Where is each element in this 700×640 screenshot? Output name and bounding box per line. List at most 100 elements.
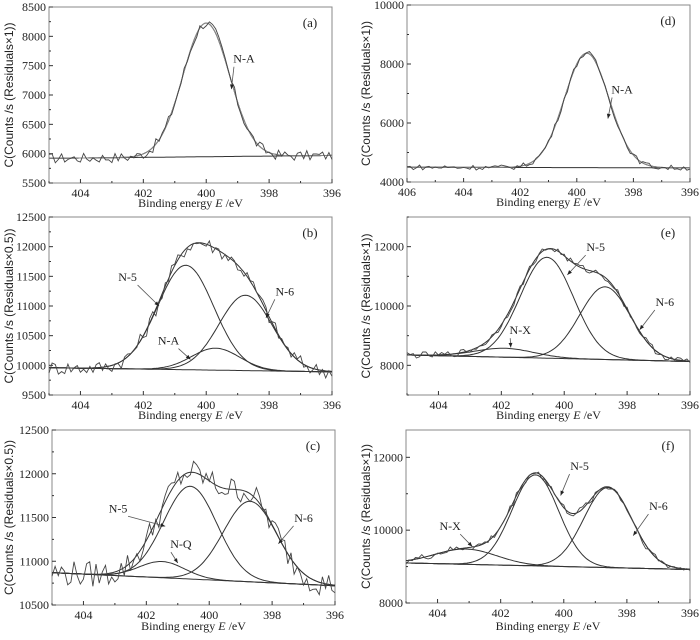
y-tick-label: 11000 bbox=[19, 554, 49, 568]
experimental-data bbox=[406, 50, 691, 171]
y-tick-label: 12500 bbox=[19, 423, 49, 437]
panel-f: 396 398 400 402 404 8000 10000 12000 Binding ene… bbox=[359, 429, 699, 633]
y-tick-label: 8000 bbox=[380, 358, 404, 372]
fit-envelope bbox=[406, 52, 690, 169]
x-axis-label: Binding energy E /eV bbox=[138, 408, 243, 422]
x-tick-label: 400 bbox=[197, 398, 215, 412]
panel-a: 396 398 400 402 404 5500 6000 6500 7000 7500 8000 8… bbox=[2, 0, 341, 210]
y-tick-label: 6000 bbox=[380, 116, 404, 130]
y-tick-label: 7500 bbox=[22, 59, 46, 73]
fit-envelope bbox=[51, 471, 336, 586]
y-tick-label: 4000 bbox=[380, 175, 404, 189]
y-axis-label: C(Counts /s (Residuals×1)) bbox=[359, 21, 373, 166]
x-tick-label: 396 bbox=[323, 398, 341, 412]
y-tick-label: 8000 bbox=[380, 57, 404, 71]
plot-frame bbox=[406, 216, 691, 396]
x-tick-label: 402 bbox=[492, 398, 510, 412]
panel-label: (d) bbox=[660, 13, 675, 28]
experimental-data bbox=[406, 248, 691, 363]
y-tick-label: 12000 bbox=[374, 240, 404, 254]
arrowhead-icon bbox=[278, 538, 283, 544]
annotation-label: N-A bbox=[158, 334, 180, 348]
fit-envelope bbox=[406, 247, 691, 362]
y-tick-label: 10000 bbox=[373, 523, 403, 537]
y-axis-label: C(Counts /s (Residuals×0.5)) bbox=[2, 228, 16, 383]
y-tick-label: 6000 bbox=[22, 147, 46, 161]
x-tick-label: 404 bbox=[429, 398, 447, 412]
annotation-label: N-6 bbox=[656, 295, 675, 309]
y-tick-label: 7000 bbox=[22, 88, 46, 102]
y-tick-label: 5500 bbox=[22, 176, 46, 190]
panel-label: (e) bbox=[661, 225, 675, 240]
arrowhead-icon bbox=[567, 270, 572, 275]
annotation-arrow bbox=[137, 284, 160, 307]
y-axis-label: C(Counts /s (Residuals×1)) bbox=[2, 22, 16, 167]
annotation-label: N-X bbox=[510, 323, 532, 337]
arrowhead-icon bbox=[606, 113, 611, 119]
x-tick-label: 402 bbox=[134, 186, 152, 200]
annotation-label: N-6 bbox=[294, 511, 313, 525]
annotation-label: N-6 bbox=[649, 499, 668, 513]
y-tick-label: 10500 bbox=[16, 329, 46, 343]
x-axis-label: Binding energy E /eV bbox=[141, 619, 246, 633]
component-n-6 bbox=[49, 294, 333, 372]
component-n-6 bbox=[406, 286, 691, 362]
x-tick-label: 404 bbox=[455, 185, 473, 199]
y-axis-label: C(Counts /s (Residuals×0.5)) bbox=[2, 440, 16, 595]
arrowhead-icon bbox=[160, 523, 166, 527]
y-tick-label: 6500 bbox=[22, 117, 46, 131]
x-tick-label: 398 bbox=[618, 606, 636, 620]
x-tick-label: 398 bbox=[260, 398, 278, 412]
y-axis-label: C(Counts /s (Residuals×1)) bbox=[359, 444, 373, 589]
annotation-label: N-5 bbox=[109, 501, 128, 515]
y-tick-label: 9500 bbox=[22, 388, 46, 402]
y-tick-label: 10000 bbox=[374, 299, 404, 313]
y-tick-label: 12000 bbox=[16, 240, 46, 254]
x-axis-label: Binding energy E /eV bbox=[496, 619, 601, 633]
x-tick-label: 404 bbox=[74, 608, 92, 622]
x-axis-label: Binding energy E /eV bbox=[138, 196, 243, 210]
x-tick-label: 396 bbox=[681, 606, 699, 620]
annotation-label: N-5 bbox=[586, 240, 605, 254]
y-tick-label: 10500 bbox=[19, 598, 49, 612]
annotation-label: N-5 bbox=[118, 270, 137, 284]
y-tick-label: 10000 bbox=[374, 0, 404, 12]
arrowhead-icon bbox=[633, 530, 638, 536]
annotation-label: N-5 bbox=[570, 459, 589, 473]
y-tick-label: 12000 bbox=[19, 467, 49, 481]
x-tick-label: 404 bbox=[429, 606, 447, 620]
x-tick-label: 402 bbox=[511, 185, 529, 199]
arrowhead-icon bbox=[639, 324, 645, 330]
panel-label: (a) bbox=[303, 15, 317, 30]
x-axis-label: Binding energy E /eV bbox=[496, 195, 601, 209]
arrowhead-icon bbox=[560, 490, 565, 496]
x-tick-label: 400 bbox=[568, 185, 586, 199]
component-n-5 bbox=[49, 264, 333, 373]
plot-frame bbox=[405, 429, 691, 604]
x-tick-label: 400 bbox=[555, 398, 573, 412]
experimental-data bbox=[48, 239, 333, 380]
panel-label: (f) bbox=[662, 438, 675, 453]
x-tick-label: 398 bbox=[618, 398, 636, 412]
panel-label: (b) bbox=[302, 225, 317, 240]
arrowhead-icon bbox=[185, 354, 191, 360]
y-tick-label: 12500 bbox=[16, 210, 46, 224]
component-n-a bbox=[48, 22, 332, 159]
panel-c: 396 398 400 402 404 10500 11000 11500 12000 12500… bbox=[2, 423, 344, 633]
arrowhead-icon bbox=[229, 84, 234, 90]
x-tick-label: 400 bbox=[555, 606, 573, 620]
x-tick-label: 404 bbox=[71, 186, 89, 200]
y-tick-label: 12000 bbox=[373, 450, 403, 464]
x-tick-label: 396 bbox=[681, 185, 699, 199]
y-tick-label: 10000 bbox=[16, 358, 46, 372]
x-tick-label: 402 bbox=[137, 608, 155, 622]
experimental-data bbox=[51, 460, 336, 597]
x-tick-label: 402 bbox=[492, 606, 510, 620]
y-axis-label: C(Counts /s (Residuals×1)) bbox=[359, 233, 373, 378]
panel-b: 396 398 400 402 404 9500 10000 10500 11000 11500 1… bbox=[2, 210, 341, 422]
x-tick-label: 402 bbox=[134, 398, 152, 412]
arrowhead-icon bbox=[467, 541, 473, 547]
arrowhead-icon bbox=[265, 312, 270, 318]
x-axis-label: Binding energy E /eV bbox=[496, 408, 601, 422]
